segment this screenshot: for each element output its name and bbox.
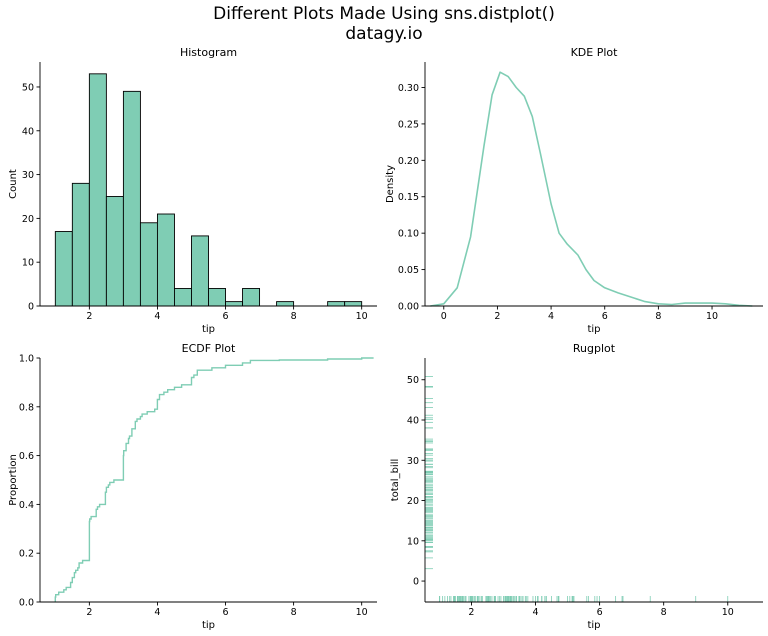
histogram-ytick-label-2: 20 (22, 214, 34, 225)
histogram-bar-14 (344, 301, 363, 307)
kde-ytick-label-4: 0.20 (398, 156, 419, 167)
kde-xtick-label-4: 8 (655, 311, 661, 322)
kde-ytick-label-2: 0.10 (398, 229, 419, 240)
rug-ytick-label-5: 50 (407, 375, 419, 386)
histogram-ytick-label-3: 30 (22, 170, 34, 181)
ecdf-ytick-label-2: 0.4 (19, 500, 34, 511)
histogram-title: Histogram (180, 46, 237, 59)
ecdf-ytick-label-0: 0.0 (19, 598, 34, 609)
ecdf-ytick-label-1: 0.2 (19, 549, 34, 560)
histogram-ytick-label-4: 40 (22, 126, 34, 137)
histogram-xlabel: tip (202, 324, 215, 335)
rug-xtick-label-4: 10 (722, 607, 734, 618)
kde-xtick-label-3: 6 (602, 311, 608, 322)
kde-xtick-label-5: 10 (706, 311, 718, 322)
kde-ytick-label-5: 0.25 (398, 119, 419, 130)
ecdf-xtick-label-4: 10 (356, 607, 368, 618)
histogram-bar-6 (156, 213, 175, 307)
kde-title: KDE Plot (571, 46, 619, 59)
histogram-bar-3 (105, 196, 124, 307)
histogram-bar-4 (122, 90, 141, 307)
figure-title: Different Plots Made Using sns.distplot(… (0, 4, 768, 44)
ecdf-xtick-label-0: 2 (86, 607, 92, 618)
ecdf-xtick-label-2: 6 (222, 607, 228, 618)
ecdf-ytick-label-5: 1.0 (19, 354, 34, 365)
ecdf-xtick-label-3: 8 (291, 607, 297, 618)
ecdf-xlabel: tip (202, 620, 215, 631)
rug-xtick-label-3: 8 (661, 607, 667, 618)
ecdf-ylabel: Proportion (8, 454, 19, 506)
histogram-bar-7 (174, 288, 192, 307)
figure-title-line1: Different Plots Made Using sns.distplot(… (213, 4, 555, 24)
ecdf-ytick-label-4: 0.8 (19, 402, 34, 413)
histogram-bar-2 (88, 73, 107, 307)
histogram-ytick-label-5: 50 (22, 82, 34, 93)
rug-ytick-label-2: 20 (407, 496, 419, 507)
histogram-xtick-label-2: 6 (222, 311, 228, 322)
ecdf-ytick-label-3: 0.6 (19, 451, 34, 462)
figure-title-line2: datagy.io (345, 24, 423, 44)
rug-ytick-label-3: 30 (407, 456, 419, 467)
histogram-xtick-label-0: 2 (86, 311, 92, 322)
histogram-bar-11 (242, 288, 261, 307)
rug-xlabel: tip (587, 620, 600, 631)
ecdf-title: ECDF Plot (182, 342, 236, 355)
ecdf-step-line (54, 357, 374, 602)
rug-xtick-label-0: 2 (468, 607, 474, 618)
kde-xtick-label-1: 2 (494, 311, 500, 322)
kde-density-line (430, 71, 753, 307)
rug-ylabel: total_bill (390, 459, 401, 502)
kde-xtick-label-0: 0 (441, 311, 447, 322)
histogram-xtick-label-1: 4 (154, 311, 160, 322)
histogram-xtick-label-3: 8 (291, 311, 297, 322)
rug-xtick-label-1: 4 (533, 607, 539, 618)
rug-ytick-label-1: 10 (407, 536, 419, 547)
histogram-ylabel: Count (8, 169, 19, 199)
ecdf-xtick-label-1: 4 (154, 607, 160, 618)
histogram-bar-5 (139, 222, 158, 307)
kde-xtick-label-2: 4 (548, 311, 554, 322)
rug-ytick-label-4: 40 (407, 416, 419, 427)
kde-ytick-label-1: 0.05 (398, 265, 419, 276)
histogram-bar-0 (54, 231, 73, 307)
rug-xtick-label-2: 6 (597, 607, 603, 618)
kde-ylabel: Density (385, 165, 396, 203)
kde-xlabel: tip (587, 324, 600, 335)
histogram-ytick-label-0: 0 (28, 302, 34, 313)
kde-ytick-label-3: 0.15 (398, 192, 419, 203)
histogram-xtick-label-4: 10 (356, 311, 368, 322)
rug-title: Rugplot (573, 342, 616, 355)
histogram-bar-13 (327, 301, 346, 307)
rug-ytick-label-0: 0 (413, 577, 419, 588)
histogram-bar-9 (208, 288, 226, 307)
histogram-bar-10 (225, 301, 243, 307)
histogram-ytick-label-1: 10 (22, 258, 34, 269)
histogram-bar-8 (191, 235, 209, 307)
kde-ytick-label-0: 0.00 (398, 302, 419, 313)
histogram-bar-1 (71, 182, 90, 307)
histogram-bar-12 (276, 301, 295, 307)
kde-ytick-label-6: 0.30 (398, 83, 419, 94)
